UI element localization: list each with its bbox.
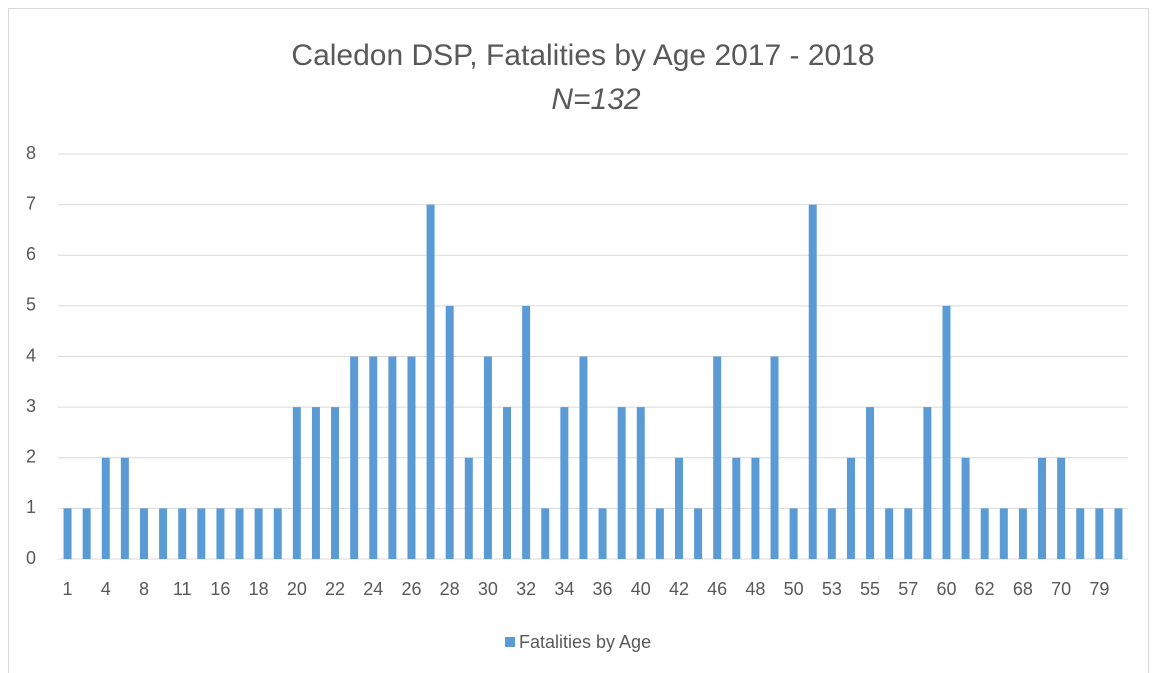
x-tick-label: 16 <box>210 579 230 599</box>
x-tick-label: 8 <box>139 579 149 599</box>
bar <box>235 508 244 559</box>
x-tick-label: 46 <box>707 579 727 599</box>
bar <box>885 508 894 559</box>
bar <box>923 407 932 559</box>
x-tick-label: 55 <box>860 579 880 599</box>
bar <box>407 356 416 559</box>
x-tick-label: 60 <box>936 579 956 599</box>
x-tick-label: 4 <box>101 579 111 599</box>
bar <box>369 356 378 559</box>
bar <box>579 356 588 559</box>
bar <box>1114 508 1123 559</box>
x-tick-label: 34 <box>554 579 574 599</box>
bar <box>655 508 664 559</box>
y-tick-label: 7 <box>26 193 36 213</box>
x-tick-label: 57 <box>898 579 918 599</box>
x-tick-label: 62 <box>975 579 995 599</box>
bar <box>82 508 91 559</box>
bar <box>904 508 913 559</box>
bar <box>445 305 454 559</box>
bar <box>636 407 645 559</box>
bar <box>522 305 531 559</box>
bar <box>694 508 703 559</box>
x-tick-label: 48 <box>745 579 765 599</box>
bar <box>751 457 760 559</box>
x-tick-label: 50 <box>784 579 804 599</box>
bar <box>120 457 129 559</box>
x-tick-label: 28 <box>440 579 460 599</box>
x-tick-label: 18 <box>249 579 269 599</box>
bar <box>254 508 263 559</box>
bar <box>789 508 798 559</box>
bar <box>999 508 1008 559</box>
chart-subtitle: N=132 <box>551 83 641 116</box>
x-tick-label: 53 <box>822 579 842 599</box>
bar <box>503 407 512 559</box>
bar <box>197 508 206 559</box>
bar <box>961 457 970 559</box>
y-tick-label: 3 <box>26 396 36 416</box>
x-tick-label: 22 <box>325 579 345 599</box>
bar <box>713 356 722 559</box>
bar <box>598 508 607 559</box>
bar <box>617 407 626 559</box>
bar <box>216 508 225 559</box>
bar <box>464 457 473 559</box>
bar <box>560 407 569 559</box>
bar <box>1038 457 1047 559</box>
y-tick-label: 2 <box>26 447 36 467</box>
y-tick-label: 0 <box>26 548 36 568</box>
bar <box>770 356 779 559</box>
y-tick-label: 6 <box>26 244 36 264</box>
x-tick-label: 79 <box>1089 579 1109 599</box>
bar <box>159 508 168 559</box>
bar <box>1095 508 1104 559</box>
bar <box>827 508 836 559</box>
bar <box>388 356 397 559</box>
x-tick-label: 68 <box>1013 579 1033 599</box>
y-tick-label: 1 <box>26 497 36 517</box>
bar <box>1018 508 1027 559</box>
x-tick-label: 42 <box>669 579 689 599</box>
x-tick-label: 1 <box>63 579 73 599</box>
bar <box>101 457 110 559</box>
x-tick-label: 40 <box>631 579 651 599</box>
x-tick-label: 32 <box>516 579 536 599</box>
bar <box>1057 457 1066 559</box>
bar <box>350 356 359 559</box>
y-tick-label: 5 <box>26 295 36 315</box>
bar <box>331 407 340 559</box>
bar <box>311 407 320 559</box>
x-tick-label: 36 <box>593 579 613 599</box>
bar <box>980 508 989 559</box>
x-tick-label: 20 <box>287 579 307 599</box>
x-tick-label: 24 <box>363 579 383 599</box>
x-tick-label: 70 <box>1051 579 1071 599</box>
legend-swatch <box>505 637 515 647</box>
bar <box>541 508 550 559</box>
bar <box>139 508 148 559</box>
bar <box>178 508 187 559</box>
bar <box>808 204 817 559</box>
chart-title: Caledon DSP, Fatalities by Age 2017 - 20… <box>291 39 874 72</box>
y-tick-label: 8 <box>26 143 36 163</box>
bar <box>866 407 875 559</box>
chart-border <box>8 8 1149 673</box>
bar <box>1076 508 1085 559</box>
x-tick-label: 30 <box>478 579 498 599</box>
bar <box>483 356 492 559</box>
bar <box>273 508 282 559</box>
bar <box>426 204 435 559</box>
bar <box>674 457 683 559</box>
bar <box>942 305 951 559</box>
x-tick-label: 11 <box>173 579 192 599</box>
y-tick-label: 4 <box>26 345 36 365</box>
legend-label: Fatalities by Age <box>519 632 651 652</box>
x-tick-label: 26 <box>401 579 421 599</box>
bar <box>732 457 741 559</box>
bar <box>292 407 301 559</box>
bar <box>846 457 855 559</box>
bar <box>63 508 72 559</box>
